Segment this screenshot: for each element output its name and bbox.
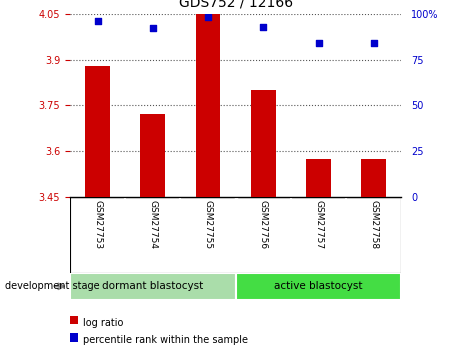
- Bar: [70, 273, 235, 300]
- Point: [370, 40, 377, 46]
- Text: percentile rank within the sample: percentile rank within the sample: [83, 335, 248, 345]
- Point: [315, 40, 322, 46]
- Point: [260, 24, 267, 29]
- Text: GSM27753: GSM27753: [93, 200, 102, 249]
- Bar: [306, 159, 331, 197]
- Text: GSM27757: GSM27757: [314, 200, 323, 249]
- Bar: [196, 14, 221, 197]
- Title: GDS752 / 12166: GDS752 / 12166: [179, 0, 293, 10]
- Text: active blastocyst: active blastocyst: [274, 282, 363, 291]
- Text: log ratio: log ratio: [83, 318, 123, 327]
- Text: GSM27758: GSM27758: [369, 200, 378, 249]
- Text: development stage: development stage: [5, 282, 99, 291]
- Bar: [140, 114, 165, 197]
- Point: [204, 15, 212, 20]
- Point: [149, 26, 156, 31]
- Point: [94, 18, 101, 24]
- Text: GSM27754: GSM27754: [148, 200, 157, 249]
- Text: GSM27756: GSM27756: [259, 200, 268, 249]
- Text: GSM27755: GSM27755: [203, 200, 212, 249]
- Text: dormant blastocyst: dormant blastocyst: [102, 282, 203, 291]
- Bar: [251, 90, 276, 197]
- Bar: [85, 66, 110, 197]
- Bar: [361, 159, 386, 197]
- Bar: [235, 273, 401, 300]
